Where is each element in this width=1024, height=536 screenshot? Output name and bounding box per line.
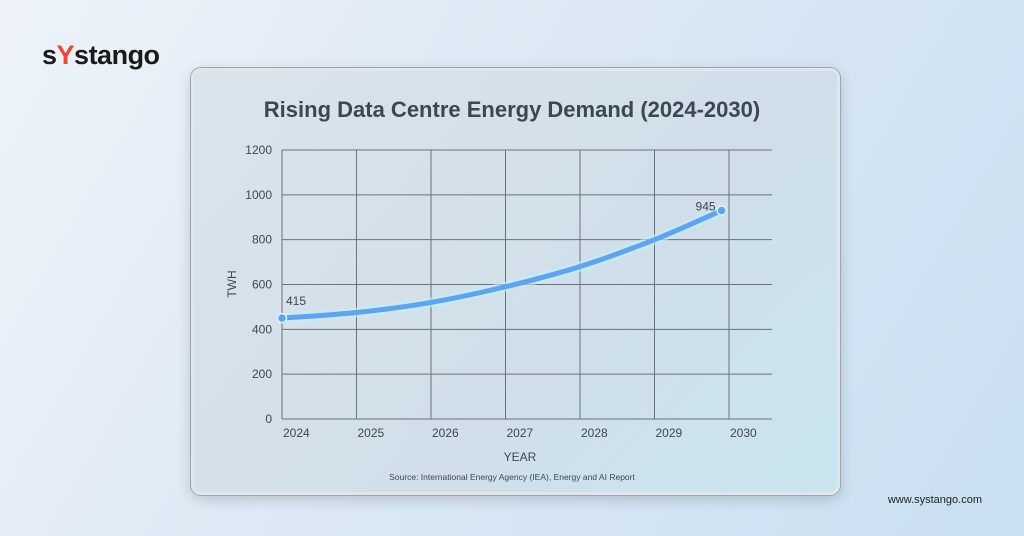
data-point	[276, 312, 288, 324]
x-tick-label: 2025	[358, 426, 385, 440]
x-tick-label: 2028	[581, 426, 608, 440]
source-note: Source: International Energy Agency (IEA…	[389, 472, 635, 482]
y-tick-label: 0	[265, 412, 272, 426]
x-tick-label: 2030	[730, 426, 757, 440]
y-tick-label: 200	[252, 367, 272, 381]
data-point	[716, 205, 727, 216]
y-axis-label: TWH	[225, 270, 239, 297]
data-label: 415	[286, 294, 306, 308]
series-glow	[277, 205, 727, 324]
y-tick-label: 400	[252, 322, 272, 336]
x-axis-label: YEAR	[504, 450, 537, 464]
y-tick-label: 800	[252, 233, 272, 247]
y-tick-label: 1000	[245, 188, 272, 202]
x-tick-label: 2024	[283, 426, 310, 440]
x-tick-label: 2026	[432, 426, 459, 440]
x-tick-label: 2027	[507, 426, 534, 440]
x-tick-label: 2029	[656, 426, 683, 440]
y-tick-label: 1200	[245, 143, 272, 157]
website-url: www.systango.com	[887, 494, 982, 506]
data-label: 945	[696, 200, 716, 214]
y-tick-label: 600	[252, 278, 272, 292]
systango-logo: sYstango	[42, 40, 160, 70]
chart-title: Rising Data Centre Energy Demand (2024-2…	[264, 97, 760, 122]
series-line	[279, 208, 725, 321]
